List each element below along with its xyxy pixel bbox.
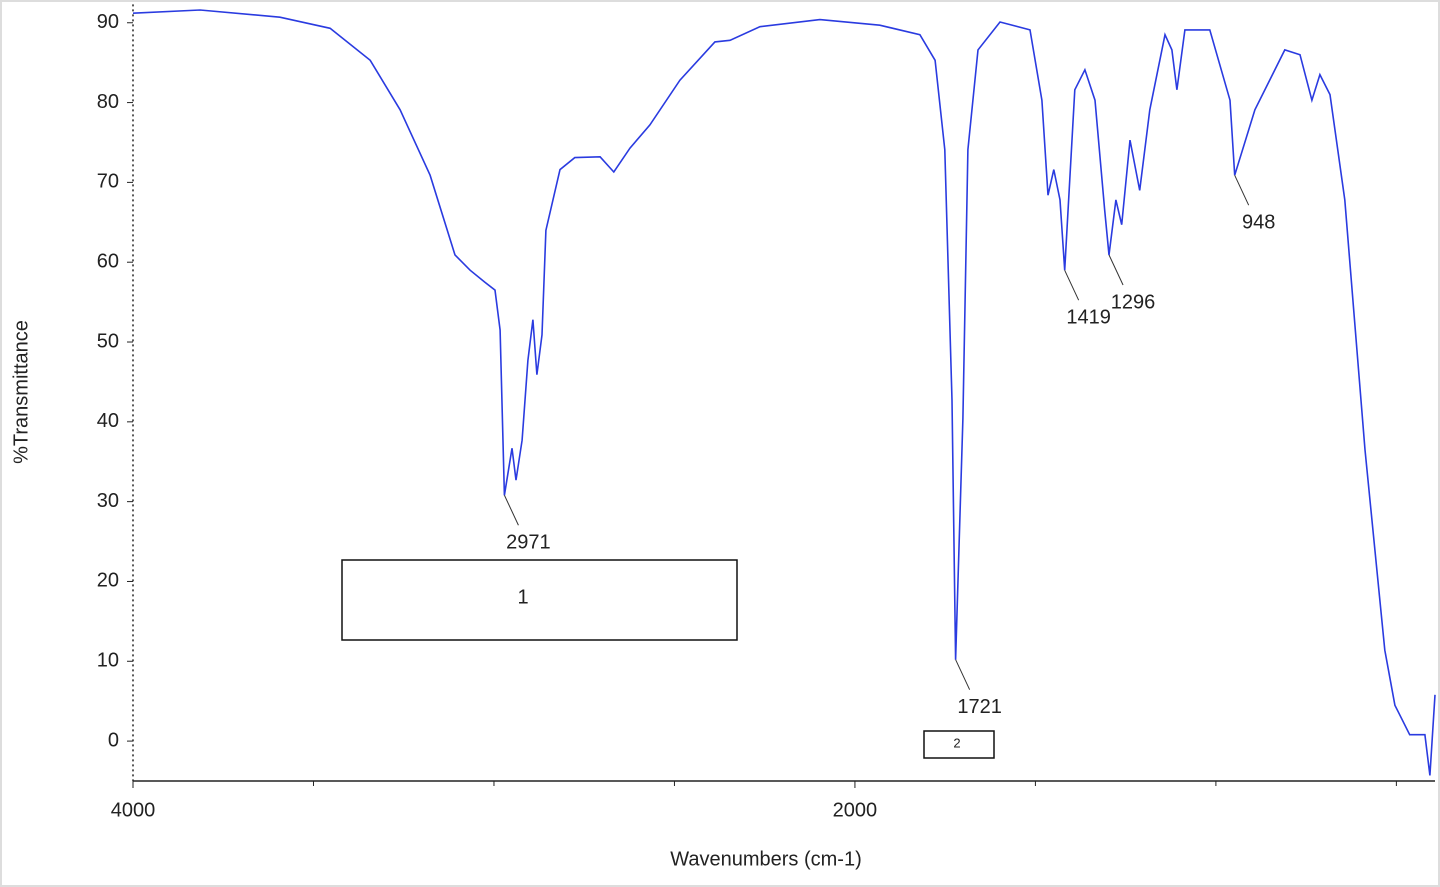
leader-line (955, 659, 971, 690)
y-tick-label: 0 (108, 729, 119, 751)
leader-line (1108, 254, 1124, 286)
y-tick-label: 20 (97, 570, 119, 592)
y-tick-label: 80 (97, 91, 119, 113)
peak-label: 1296 (1111, 291, 1156, 313)
y-tick-label: 70 (97, 171, 119, 193)
leader-line (1234, 174, 1250, 206)
region-box (341, 559, 738, 641)
x-tick-label: 4000 (111, 799, 156, 821)
y-axis-label: %Transmittance (10, 320, 32, 464)
y-tick-label: 30 (97, 490, 119, 512)
y-tick-label: 50 (97, 330, 119, 352)
peak-label: 1419 (1066, 306, 1111, 328)
box-label: 2 (953, 735, 960, 750)
y-tick-label: 10 (97, 650, 119, 672)
box-label: 1 (517, 586, 528, 608)
peak-label: 2971 (506, 532, 551, 554)
x-axis-label: Wavenumbers (cm-1) (670, 848, 862, 870)
x-tick-label: 2000 (833, 799, 878, 821)
spectrum-line (132, 9, 1436, 776)
leader-line (503, 495, 519, 526)
leader-line (1064, 269, 1080, 301)
y-tick-label: 90 (97, 11, 119, 33)
y-tick-label: 40 (97, 410, 119, 432)
region-box (923, 730, 995, 759)
peak-label: 948 (1242, 211, 1275, 233)
peak-label: 1721 (957, 696, 1002, 718)
y-tick-label: 60 (97, 250, 119, 272)
